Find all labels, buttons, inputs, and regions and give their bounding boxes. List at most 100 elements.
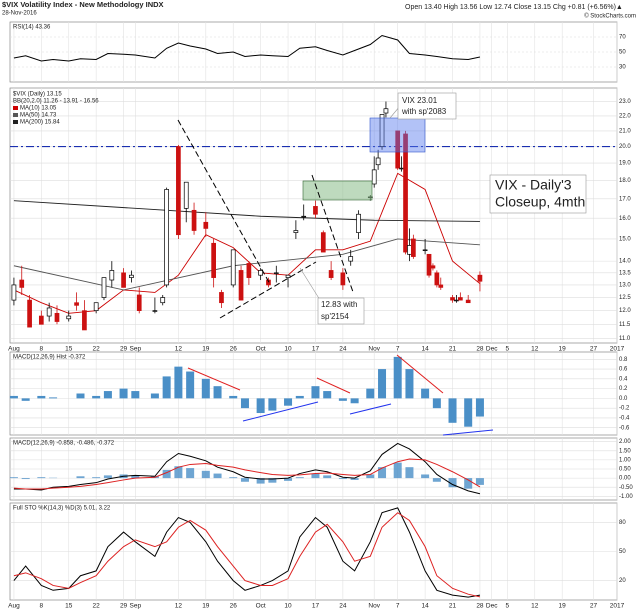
indicator-line xyxy=(13,507,481,598)
y-tick-label: 0.8 xyxy=(619,357,628,363)
histogram-bar xyxy=(103,391,112,399)
candle-body xyxy=(191,209,197,231)
y-tick-label: 0.6 xyxy=(619,367,628,373)
divergence-line xyxy=(316,377,351,394)
divergence-line xyxy=(396,354,444,394)
panel-frame xyxy=(9,87,618,344)
candle-body xyxy=(301,215,307,218)
y-tick-label: 80 xyxy=(619,520,626,526)
y-tick-label: 50 xyxy=(619,50,626,56)
candle-body xyxy=(450,297,455,301)
histogram-bar xyxy=(475,398,484,417)
x-tick-label: 5 xyxy=(506,603,510,610)
histogram-bar xyxy=(311,386,320,399)
candle-body xyxy=(434,272,440,286)
histogram-bar xyxy=(378,467,387,479)
histogram-bar xyxy=(174,466,183,479)
annotation: 12.83 with xyxy=(321,300,357,309)
highlight-box xyxy=(302,180,373,201)
candle-body xyxy=(320,232,326,253)
candle-body xyxy=(422,249,428,252)
highlight-box xyxy=(369,117,426,153)
candle-body xyxy=(101,277,107,298)
x-tick-label: 10 xyxy=(284,603,292,610)
x-tick-label: 7 xyxy=(396,603,400,610)
annotation: with sp'2083 xyxy=(401,107,447,116)
panel-title: RSI(14) 43.36 xyxy=(13,25,51,31)
annotation: VIX - Daily'3 xyxy=(495,177,572,193)
candle-body xyxy=(477,274,483,282)
y-tick-label: 2.00 xyxy=(619,439,631,445)
x-tick-label: 21 xyxy=(449,603,457,610)
histogram-bar xyxy=(256,398,265,414)
x-tick-label: 5 xyxy=(506,346,510,353)
histogram-bar xyxy=(311,473,320,479)
legend-swatch xyxy=(13,113,18,117)
y-tick-label: 15.0 xyxy=(619,237,631,243)
histogram-bar xyxy=(9,477,18,479)
x-tick-label: Dec xyxy=(486,603,498,610)
candle-body xyxy=(54,312,60,322)
panel-title: Full STO %K(14,3) %D(3) 5.01, 3.22 xyxy=(13,506,111,512)
candle-body xyxy=(74,302,79,306)
x-tick-label: 27 xyxy=(590,603,598,610)
panel-title: MACD(12,26,9) Hist -0.372 xyxy=(13,355,86,361)
x-tick-label: Aug xyxy=(8,603,20,610)
x-tick-label: 24 xyxy=(339,346,347,353)
candle-body xyxy=(11,284,17,301)
histogram-bar xyxy=(229,395,238,399)
x-tick-label: 10 xyxy=(284,346,292,353)
x-tick-label: Oct xyxy=(256,603,266,610)
histogram-bar xyxy=(21,398,30,401)
histogram-bar xyxy=(295,395,304,399)
candle-body xyxy=(38,315,44,325)
y-tick-label: 23.0 xyxy=(619,99,631,105)
candle-body xyxy=(430,265,436,269)
indicator-line xyxy=(13,512,481,598)
histogram-bar xyxy=(162,376,171,399)
candle-body xyxy=(246,263,252,278)
annotation: Closeup, 4mth xyxy=(495,194,585,210)
legend-swatch xyxy=(13,106,18,110)
candle-body xyxy=(465,299,471,304)
y-tick-label: 30 xyxy=(619,65,626,71)
y-tick-label: 0.4 xyxy=(619,376,628,382)
note-box xyxy=(489,174,587,214)
candle-body xyxy=(82,310,87,331)
histogram-bar xyxy=(378,369,387,399)
y-tick-label: 16.0 xyxy=(619,216,631,222)
candle-body xyxy=(285,274,291,278)
candle-body xyxy=(383,108,389,114)
y-tick-label: -0.6 xyxy=(619,425,630,431)
histogram-bar xyxy=(21,478,30,480)
x-tick-label: Nov xyxy=(368,346,380,353)
x-tick-label: 27 xyxy=(590,346,598,353)
x-tick-label: Sep xyxy=(130,346,142,353)
histogram-bar xyxy=(432,398,441,409)
candle-body xyxy=(176,146,181,236)
x-tick-label: 12 xyxy=(175,603,183,610)
x-tick-label: 12 xyxy=(531,603,539,610)
y-tick-label: 0.50 xyxy=(619,467,631,473)
candle-body xyxy=(266,279,271,286)
x-tick-label: 14 xyxy=(421,603,429,610)
x-tick-label: 12 xyxy=(175,346,183,353)
legend-entry: MA(200) 15.84 xyxy=(20,120,60,126)
trend-line xyxy=(219,261,317,319)
x-tick-label: 26 xyxy=(230,603,238,610)
x-tick-label: 19 xyxy=(559,346,567,353)
indicator-line xyxy=(13,34,481,62)
divergence-line xyxy=(442,429,494,436)
candle-body xyxy=(129,274,134,278)
x-tick-label: Aug xyxy=(8,346,20,353)
histogram-bar xyxy=(92,395,101,399)
x-tick-label: 12 xyxy=(531,346,539,353)
histogram-bar xyxy=(350,478,359,480)
histogram-bar xyxy=(366,474,375,479)
histogram-bar xyxy=(131,475,140,479)
legend-entry: $VIX (Daily) 13.15 xyxy=(13,92,62,98)
candle-body xyxy=(356,213,361,233)
x-tick-label: 22 xyxy=(93,603,101,610)
candle-body xyxy=(403,133,408,253)
histogram-bar xyxy=(213,386,222,399)
